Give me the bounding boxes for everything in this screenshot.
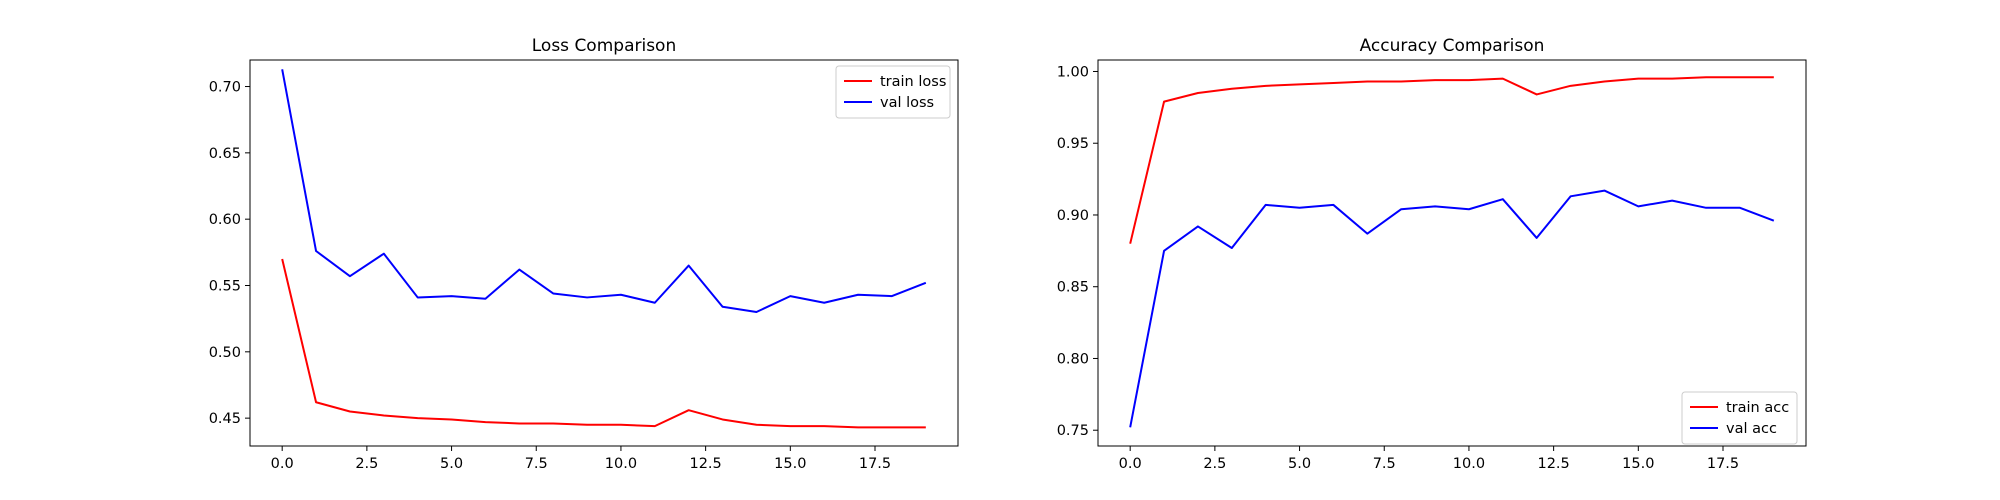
series-line-val-acc <box>1129 189 1775 428</box>
x-tick-label: 10.0 <box>605 456 637 472</box>
y-tick-label: 0.65 <box>209 146 241 162</box>
chart-title: Loss Comparison <box>532 36 676 56</box>
y-tick-label: 0.80 <box>1057 351 1089 367</box>
plot-area-frame <box>249 59 959 447</box>
legend-label-val-loss: val loss <box>880 95 934 111</box>
loss-comparison-chart: Loss Comparison 0.0 2.5 5.0 7.5 10.0 12.5 15.0 1… <box>209 36 959 472</box>
x-tick-label: 10.0 <box>1453 456 1485 472</box>
y-tick-label: 0.85 <box>1057 280 1089 296</box>
plot-area-frame <box>1097 59 1807 447</box>
x-tick-label: 0.0 <box>1119 456 1142 472</box>
y-tick-label: 0.75 <box>1057 423 1089 439</box>
x-tick-label: 12.5 <box>1537 456 1569 472</box>
legend-label-train-loss: train loss <box>880 74 946 90</box>
series-line-train-loss <box>281 258 926 429</box>
x-tick-label: 17.5 <box>1707 456 1739 472</box>
legend: train acc val acc <box>1681 391 1798 445</box>
y-tick-label: 0.90 <box>1057 208 1089 224</box>
legend-label-val-acc: val acc <box>1726 421 1777 437</box>
legend-box <box>1681 391 1798 445</box>
x-tick-label: 2.5 <box>1203 456 1226 472</box>
series-line-val-loss <box>281 69 927 314</box>
legend: train loss val loss <box>835 65 951 119</box>
chart-title: Accuracy Comparison <box>1360 36 1545 56</box>
y-tick-label: 0.70 <box>209 80 241 96</box>
x-tick-label: 7.5 <box>525 456 548 472</box>
x-tick-label: 15.0 <box>1622 456 1654 472</box>
y-tick-label: 0.60 <box>209 212 241 228</box>
x-tick-label: 7.5 <box>1373 456 1396 472</box>
x-tick-label: 12.5 <box>689 456 721 472</box>
x-tick-label: 17.5 <box>859 456 891 472</box>
y-tick-label: 1.00 <box>1057 64 1089 80</box>
legend-label-train-acc: train acc <box>1726 400 1789 416</box>
x-tick-label: 5.0 <box>440 456 463 472</box>
series-line-train-acc <box>1129 76 1774 244</box>
x-tick-label: 15.0 <box>774 456 806 472</box>
x-tick-label: 2.5 <box>355 456 378 472</box>
legend-box <box>835 65 951 119</box>
y-tick-label: 0.50 <box>209 345 241 361</box>
x-tick-label: 0.0 <box>271 456 294 472</box>
y-tick-label: 0.95 <box>1057 136 1089 152</box>
accuracy-comparison-chart: Accuracy Comparison 0.0 2.5 5.0 7.5 10.0 12.5 1… <box>1057 36 1807 472</box>
x-tick-label: 5.0 <box>1288 456 1311 472</box>
y-tick-label: 0.55 <box>209 278 241 294</box>
y-tick-label: 0.45 <box>209 411 241 427</box>
